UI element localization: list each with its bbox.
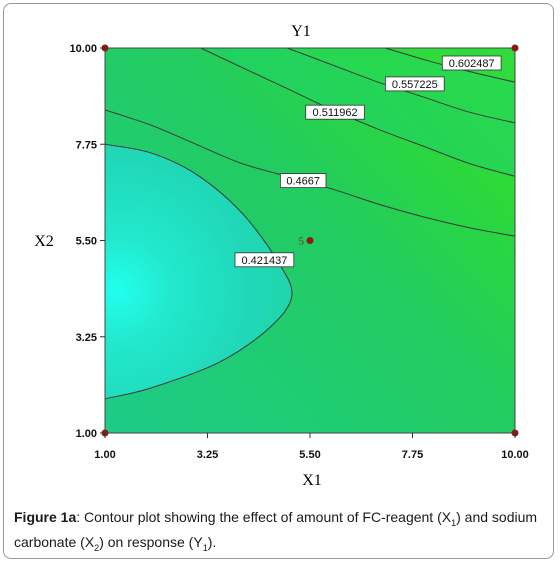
contour-label: 0.4667 bbox=[286, 176, 320, 188]
axis-ticks: 1.00 3.25 5.50 7.75 10.00 1.00 3.25 5.50 7.75 10.… bbox=[69, 43, 528, 461]
caption-tail: ) on response (Y bbox=[99, 533, 203, 550]
contour-label-box bbox=[279, 173, 327, 189]
contour-label: 0.602487 bbox=[449, 58, 495, 70]
caption-sub-3: 1 bbox=[202, 542, 208, 553]
y-tick-label: 3.25 bbox=[76, 332, 97, 344]
x-tick-label: 3.25 bbox=[197, 449, 218, 461]
caption-end: ). bbox=[207, 533, 217, 550]
center-point-label: 5 bbox=[299, 236, 305, 248]
y-axis-label: X2 bbox=[34, 233, 54, 250]
figure-number: Figure 1a bbox=[14, 509, 77, 525]
x-tick-label: 7.75 bbox=[402, 449, 423, 461]
caption-sub-2: 2 bbox=[94, 542, 100, 553]
y-tick-label: 10.00 bbox=[69, 43, 97, 55]
contour-line bbox=[200, 48, 515, 177]
y-tick-label: 5.50 bbox=[76, 236, 97, 248]
x-axis-label: X1 bbox=[302, 472, 322, 489]
x-tick-label: 5.50 bbox=[299, 449, 320, 461]
contour-label-box bbox=[384, 76, 445, 92]
figure-caption: Figure 1a: Contour plot showing the effe… bbox=[14, 508, 544, 558]
plot-area: 0.602487 0.557225 0.511962 0.4667 0.421437 5… bbox=[34, 23, 529, 489]
caption-text: : Contour plot showing the effect of amo… bbox=[76, 509, 452, 525]
contour-label: 0.421437 bbox=[241, 255, 287, 267]
contour-label: 0.511962 bbox=[313, 107, 358, 119]
contour-labels: 0.602487 0.557225 0.511962 0.4667 0.421437 bbox=[234, 55, 502, 268]
contour-label-box bbox=[234, 252, 295, 268]
chart-title: Y1 bbox=[291, 23, 311, 40]
x-tick-label: 10.00 bbox=[501, 449, 529, 461]
x-tick-label: 1.00 bbox=[94, 449, 115, 461]
contour-label: 0.557225 bbox=[392, 79, 438, 91]
caption-mid: ) and sodium carbonate (X bbox=[14, 509, 538, 550]
contour-label-box bbox=[305, 104, 365, 120]
design-point bbox=[511, 44, 519, 52]
contour-fill-lowest bbox=[105, 144, 293, 399]
contour-chart: 0.602487 0.557225 0.511962 0.4667 0.421437 5… bbox=[34, 23, 529, 489]
contour-line bbox=[105, 143, 293, 400]
caption-sub-1: 1 bbox=[451, 517, 457, 528]
design-point bbox=[306, 237, 314, 244]
contour-label-box bbox=[441, 55, 502, 71]
y-tick-label: 7.75 bbox=[76, 139, 97, 151]
y-tick-label: 1.00 bbox=[76, 428, 97, 440]
